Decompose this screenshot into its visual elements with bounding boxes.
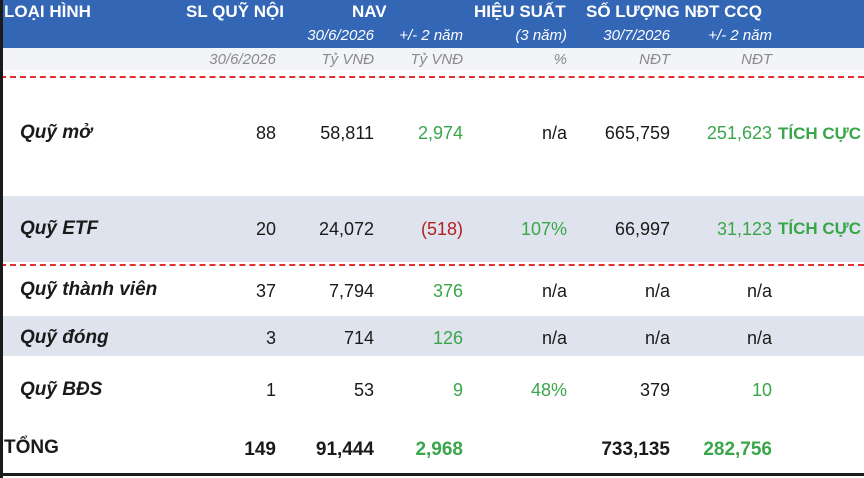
header-nav-change: +/- 2 năm	[399, 27, 463, 44]
row-type: Quỹ thành viên	[20, 279, 158, 300]
row-nav: 714	[343, 328, 374, 348]
header-perf-period: (3 năm)	[515, 27, 567, 44]
unit-investors: NĐT	[639, 51, 670, 68]
dashed-divider	[0, 264, 864, 266]
header-performance: HIỆU SUẤT	[474, 2, 566, 21]
row-inv-change: 10	[751, 380, 772, 400]
row-performance: n/a	[541, 123, 567, 143]
row-inv-change: n/a	[746, 281, 772, 301]
row-nav-change: 126	[432, 328, 463, 348]
row-investors: n/a	[644, 281, 670, 301]
row-nav-change: 376	[432, 281, 463, 301]
row-type: Quỹ BĐS	[20, 379, 103, 400]
header-nav-date: 30/6/2026	[307, 27, 374, 44]
header-inv-change: +/- 2 năm	[708, 27, 772, 44]
header-type: LOẠI HÌNH	[4, 2, 91, 21]
unit-nav: Tỷ VNĐ	[321, 51, 375, 68]
row-performance: n/a	[541, 281, 567, 301]
row-inv-change: 251,623	[706, 123, 772, 143]
header-investors: SỐ LƯỢNG NĐT CCQ	[586, 2, 762, 21]
row-performance: 48%	[530, 380, 567, 400]
row-investors: 665,759	[604, 123, 670, 143]
row-nav: 24,072	[318, 219, 374, 239]
row-count: 88	[255, 123, 276, 143]
total-nav-change: 2,968	[415, 439, 463, 460]
row-type: Quỹ mở	[20, 122, 92, 143]
row-type: Quỹ ETF	[20, 218, 99, 239]
table-bottom-border	[0, 473, 864, 476]
row-nav: 58,811	[320, 123, 374, 143]
row-nav-change: 9	[452, 380, 463, 400]
unit-inv-change: NĐT	[741, 51, 772, 68]
row-nav-change: 2,974	[417, 123, 463, 143]
row-type: Quỹ đóng	[20, 327, 109, 348]
total-count: 149	[244, 439, 276, 460]
row-nav: 53	[353, 380, 374, 400]
row-performance: n/a	[541, 328, 567, 348]
header-nav: NAV	[352, 2, 387, 21]
row-count: 20	[255, 219, 276, 239]
header-inv-date: 30/7/2026	[603, 27, 670, 44]
header-bar	[0, 0, 864, 48]
row-inv-change: 31,123	[716, 219, 772, 239]
row-inv-change: n/a	[746, 328, 772, 348]
row-nav-change: (518)	[420, 219, 463, 239]
total-nav: 91,444	[315, 439, 374, 460]
status-positive: TÍCH CỰC	[778, 124, 862, 143]
row-investors: n/a	[644, 328, 670, 348]
total-investors: 733,135	[601, 439, 670, 460]
unit-domestic-date: 30/6/2026	[209, 51, 276, 68]
row-band	[0, 316, 864, 356]
row-band	[0, 196, 864, 262]
row-investors: 379	[639, 380, 670, 400]
row-count: 3	[265, 328, 276, 348]
total-inv-change: 282,756	[703, 439, 772, 460]
table-left-border	[0, 0, 3, 478]
total-label: TỔNG	[4, 437, 59, 458]
row-count: 1	[265, 380, 276, 400]
header-domestic-funds: SL QUỸ NỘI	[186, 2, 284, 21]
row-nav: 7,794	[328, 281, 374, 301]
units-bar	[0, 48, 864, 70]
unit-nav-change: Tỷ VNĐ	[410, 51, 464, 68]
status-positive: TÍCH CỰC	[778, 219, 862, 238]
row-investors: 66,997	[614, 219, 670, 239]
row-performance: 107%	[520, 219, 567, 239]
dashed-divider	[0, 76, 864, 78]
row-count: 37	[255, 281, 276, 301]
unit-perf: %	[553, 51, 567, 68]
